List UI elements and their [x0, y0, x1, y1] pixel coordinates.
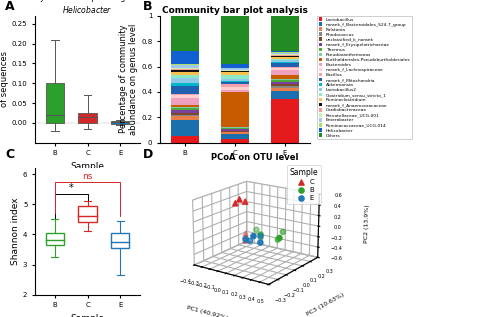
Bar	[171, 136, 199, 143]
Bar	[271, 84, 299, 86]
Bar	[171, 110, 199, 113]
Bar	[171, 64, 199, 65]
Bar	[171, 115, 199, 116]
Bar	[171, 65, 199, 68]
Bar	[46, 233, 64, 245]
Bar	[271, 16, 299, 51]
Bar	[271, 82, 299, 84]
Title: One-way ANOVA bar plot on genus level
$\it{Helicobacter}$: One-way ANOVA bar plot on genus level $\…	[11, 0, 164, 15]
Bar	[171, 51, 199, 64]
Y-axis label: Shannon index: Shannon index	[11, 197, 20, 265]
Bar	[271, 70, 299, 75]
Title: PCoA on OTU level: PCoA on OTU level	[211, 153, 299, 162]
Bar	[171, 86, 199, 94]
Bar	[221, 92, 249, 127]
Text: *: *	[68, 183, 73, 193]
Bar	[171, 83, 199, 86]
Bar	[271, 63, 299, 67]
Bar	[78, 113, 96, 123]
Text: D: D	[142, 148, 153, 161]
Bar	[271, 62, 299, 63]
Bar	[221, 132, 249, 133]
Bar	[171, 105, 199, 107]
Bar	[271, 80, 299, 82]
Y-axis label: Proportion
of sequences: Proportion of sequences	[0, 51, 9, 107]
Bar	[271, 87, 299, 91]
Bar	[171, 75, 199, 78]
Text: A: A	[5, 0, 15, 12]
Bar	[221, 139, 249, 143]
Bar	[112, 233, 130, 248]
Bar	[221, 127, 249, 128]
Bar	[271, 53, 299, 55]
X-axis label: PC1 (40.92%): PC1 (40.92%)	[186, 305, 229, 317]
Bar	[171, 70, 199, 72]
Bar	[221, 71, 249, 72]
Bar	[171, 95, 199, 98]
Bar	[46, 83, 64, 123]
Bar	[221, 128, 249, 129]
Y-axis label: Percentage of community
abundance on genus level: Percentage of community abundance on gen…	[119, 23, 139, 135]
Bar	[221, 87, 249, 90]
Bar	[171, 68, 199, 69]
Bar	[271, 51, 299, 52]
Bar	[221, 84, 249, 87]
Bar	[171, 120, 199, 136]
Bar	[271, 86, 299, 87]
Y-axis label: PC3 (10.63%): PC3 (10.63%)	[306, 292, 345, 316]
Text: B: B	[142, 0, 152, 12]
Bar	[271, 60, 299, 62]
Bar	[171, 78, 199, 83]
Bar	[271, 56, 299, 57]
Bar	[271, 59, 299, 60]
Bar	[271, 79, 299, 80]
Bar	[221, 79, 249, 81]
Bar	[221, 134, 249, 139]
Bar	[171, 116, 199, 120]
Bar	[78, 206, 96, 222]
Bar	[221, 68, 249, 70]
Bar	[221, 81, 249, 82]
Bar	[271, 52, 299, 53]
Text: ns: ns	[82, 172, 92, 181]
Bar	[221, 131, 249, 132]
Text: C: C	[5, 148, 14, 161]
Bar	[221, 64, 249, 68]
Legend: Lactobacillus, norank_f_Bacteroidales_S24-7_group, Ralstonia, Rhodococcus, uncla: Lactobacillus, norank_f_Bacteroidales_S2…	[316, 16, 412, 139]
Bar	[112, 121, 130, 124]
Bar	[221, 16, 249, 64]
Bar	[271, 57, 299, 59]
Bar	[221, 75, 249, 79]
Bar	[221, 82, 249, 84]
Bar	[171, 94, 199, 95]
X-axis label: Sample: Sample	[70, 162, 104, 171]
X-axis label: Sample: Sample	[70, 314, 104, 317]
Bar	[271, 55, 299, 56]
Bar	[221, 129, 249, 131]
Bar	[221, 133, 249, 134]
Bar	[271, 68, 299, 70]
X-axis label: Sample: Sample	[218, 162, 252, 171]
Bar	[271, 91, 299, 99]
Bar	[171, 16, 199, 51]
Bar	[171, 69, 199, 70]
Bar	[221, 90, 249, 92]
Bar	[171, 108, 199, 110]
Bar	[271, 99, 299, 143]
Bar	[171, 113, 199, 115]
Bar	[271, 75, 299, 79]
Bar	[221, 72, 249, 75]
Bar	[171, 72, 199, 75]
Bar	[271, 67, 299, 68]
Bar	[221, 70, 249, 71]
Legend: C, B, E: C, B, E	[287, 165, 322, 204]
Title: Community bar plot analysis: Community bar plot analysis	[162, 6, 308, 15]
Bar	[171, 98, 199, 105]
Bar	[171, 107, 199, 108]
